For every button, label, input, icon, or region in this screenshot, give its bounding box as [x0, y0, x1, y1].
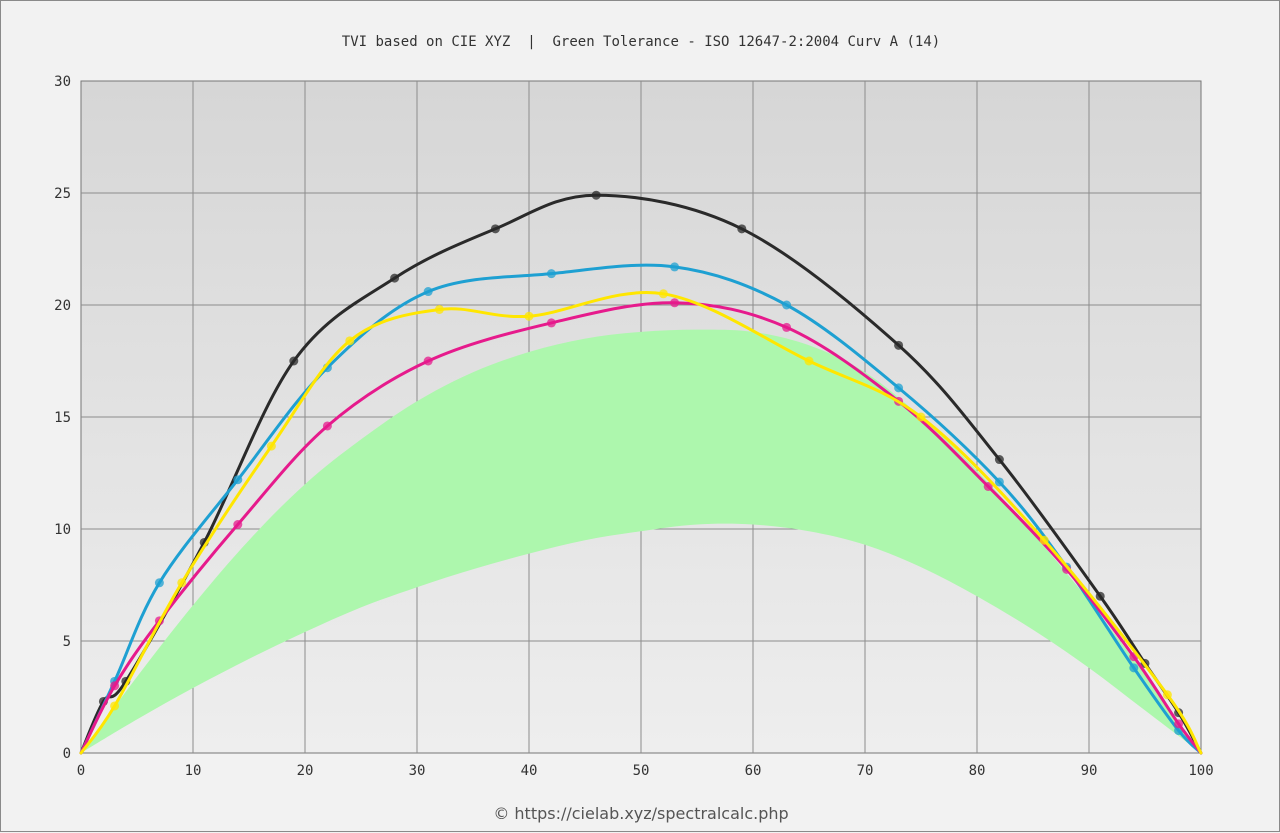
y-tick-label: 30: [54, 74, 71, 90]
y-tick-label: 15: [54, 410, 71, 426]
y-tick-label: 10: [54, 522, 71, 538]
data-point: [546, 269, 556, 279]
series-3: [79, 289, 1203, 755]
data-point: [894, 383, 904, 393]
credit-text: © https://cielab.xyz/spectralcalc.php: [493, 804, 789, 823]
data-point: [670, 262, 680, 272]
data-point: [289, 356, 299, 366]
data-point: [423, 287, 433, 297]
data-point: [894, 340, 904, 350]
data-point: [110, 681, 120, 691]
data-point: [177, 578, 187, 588]
data-point: [266, 441, 276, 451]
chart-title: TVI based on CIE XYZ | Green Tolerance -…: [342, 34, 940, 50]
data-point: [434, 304, 444, 314]
data-point: [1039, 535, 1049, 545]
x-tick-label: 20: [297, 763, 314, 779]
x-tick-label: 80: [969, 763, 986, 779]
x-tick-label: 70: [857, 763, 874, 779]
data-point: [390, 273, 400, 283]
y-tick-label: 20: [54, 298, 71, 314]
data-point: [490, 224, 500, 234]
data-point: [322, 421, 332, 431]
data-point: [658, 289, 668, 299]
data-point: [154, 578, 164, 588]
y-tick-label: 5: [63, 634, 71, 650]
series-lines-layer: [79, 190, 1203, 755]
data-point: [994, 477, 1004, 487]
data-point: [804, 356, 814, 366]
x-tick-label: 100: [1188, 763, 1213, 779]
data-point: [983, 481, 993, 491]
data-point: [782, 322, 792, 332]
x-tick-label: 60: [745, 763, 762, 779]
data-point: [1174, 719, 1184, 729]
data-point: [1095, 591, 1105, 601]
x-tick-label: 40: [521, 763, 538, 779]
x-tick-label: 90: [1081, 763, 1098, 779]
x-tick-label: 10: [185, 763, 202, 779]
data-point: [423, 356, 433, 366]
tolerance-band: [81, 329, 1201, 753]
data-point: [737, 224, 747, 234]
data-point: [233, 520, 243, 530]
y-tick-label: 25: [54, 186, 71, 202]
data-point: [916, 412, 926, 422]
tolerance-band-layer: [81, 329, 1201, 753]
data-point: [345, 336, 355, 346]
x-tick-label: 0: [77, 763, 85, 779]
data-point: [782, 300, 792, 310]
data-point: [110, 701, 120, 711]
data-point: [233, 475, 243, 485]
y-tick-label: 0: [63, 746, 71, 762]
x-tick-label: 30: [409, 763, 426, 779]
series-line: [79, 301, 1203, 755]
data-point: [1129, 663, 1139, 673]
x-tick-label: 50: [633, 763, 650, 779]
data-point: [546, 318, 556, 328]
data-point: [591, 190, 601, 200]
data-point: [994, 455, 1004, 465]
axis-labels-layer: 0 10 20 30 40 50 60 70 80 90 100 0 5 10 15 20 25 30: [54, 74, 1214, 779]
data-point: [670, 298, 680, 308]
data-point: [524, 311, 534, 321]
data-point: [1162, 690, 1172, 700]
